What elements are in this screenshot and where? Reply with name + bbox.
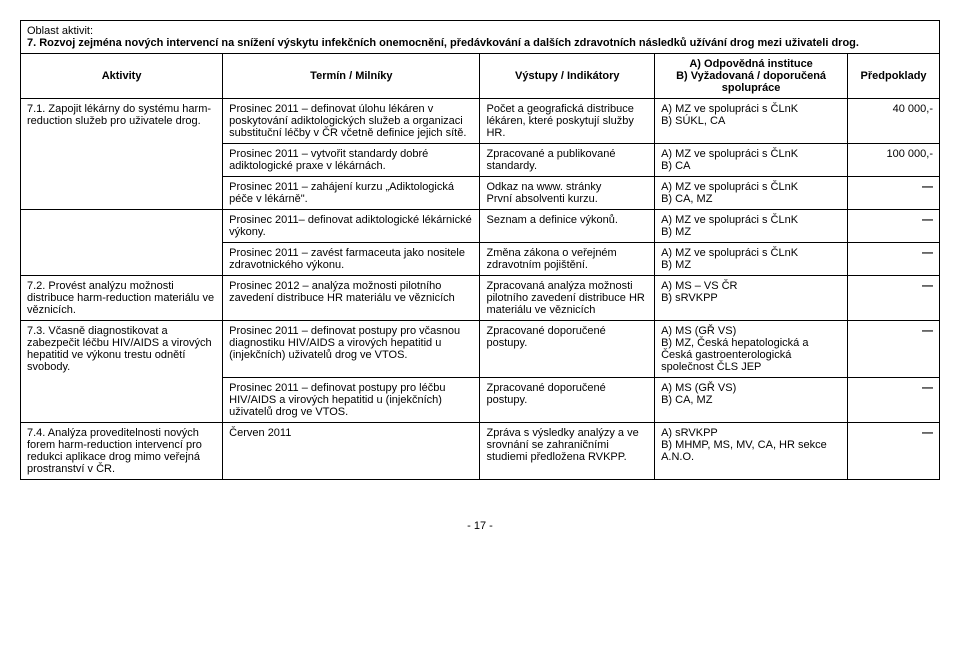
- header-vystupy: Výstupy / Indikátory: [480, 54, 655, 99]
- vystupy-cell: Zpráva s výsledky analýzy a ve srovnání …: [480, 423, 655, 480]
- title-row: Oblast aktivit: 7. Rozvoj zejména nových…: [21, 21, 940, 54]
- header-termin: Termín / Milníky: [223, 54, 480, 99]
- page: Oblast aktivit: 7. Rozvoj zejména nových…: [20, 20, 940, 532]
- odpoved-cell: A) MZ ve spolupráci s ČLnK B) MZ: [655, 243, 848, 276]
- predpoklady-cell: 100 000,-: [848, 144, 940, 177]
- termin-cell: Prosinec 2011 – definovat postupy pro vč…: [223, 321, 480, 378]
- vystupy-cell: Počet a geografická distribuce lékáren, …: [480, 99, 655, 144]
- vystupy-cell: Seznam a definice výkonů.: [480, 210, 655, 243]
- activity-cell: [21, 210, 223, 276]
- odpoved-cell: A) MS (GŘ VS) B) CA, MZ: [655, 378, 848, 423]
- page-number: - 17 -: [20, 520, 940, 532]
- termin-cell: Prosinec 2011 – definovat úlohu lékáren …: [223, 99, 480, 144]
- main-table: Oblast aktivit: 7. Rozvoj zejména nových…: [20, 20, 940, 480]
- termin-cell: Prosinec 2011 – zahájení kurzu „Adiktolo…: [223, 177, 480, 210]
- termin-cell: Prosinec 2011 – zavést farmaceuta jako n…: [223, 243, 480, 276]
- vystupy-cell: Zpracované doporučené postupy.: [480, 378, 655, 423]
- predpoklady-cell: 40 000,-: [848, 99, 940, 144]
- table-row: 7.1. Zapojit lékárny do systému harm-red…: [21, 99, 940, 144]
- header-odpoved-b: B) Vyžadovaná / doporučená spolupráce: [676, 70, 826, 94]
- termin-cell: Prosinec 2012 – analýza možnosti pilotní…: [223, 276, 480, 321]
- odpoved-cell: A) MS – VS ČR B) sRVKPP: [655, 276, 848, 321]
- vystupy-cell: Odkaz na www. stránky První absolventi k…: [480, 177, 655, 210]
- activity-cell: 7.4. Analýza proveditelnosti nových fore…: [21, 423, 223, 480]
- predpoklady-cell: —: [848, 177, 940, 210]
- header-odpoved-a: A) Odpovědná instituce: [689, 58, 812, 70]
- predpoklady-cell: —: [848, 321, 940, 378]
- header-row: Aktivity Termín / Milníky Výstupy / Indi…: [21, 54, 940, 99]
- vystupy-cell: Zpracovaná analýza možnosti pilotního za…: [480, 276, 655, 321]
- predpoklady-cell: —: [848, 276, 940, 321]
- area-label: Oblast aktivit:: [27, 25, 93, 37]
- termin-cell: Prosinec 2011 – vytvořit standardy dobré…: [223, 144, 480, 177]
- termin-cell: Prosinec 2011– definovat adiktologické l…: [223, 210, 480, 243]
- predpoklady-cell: —: [848, 423, 940, 480]
- table-row: 7.4. Analýza proveditelnosti nových fore…: [21, 423, 940, 480]
- termin-cell: Prosinec 2011 – definovat postupy pro lé…: [223, 378, 480, 423]
- odpoved-cell: A) MZ ve spolupráci s ČLnK B) CA: [655, 144, 848, 177]
- odpoved-cell: A) MZ ve spolupráci s ČLnK B) CA, MZ: [655, 177, 848, 210]
- area-title-cell: Oblast aktivit: 7. Rozvoj zejména nových…: [21, 21, 940, 54]
- area-title: 7. Rozvoj zejména nových intervencí na s…: [27, 37, 859, 49]
- header-predpoklady: Předpoklady: [848, 54, 940, 99]
- activity-cell: 7.2. Provést analýzu možnosti distribuce…: [21, 276, 223, 321]
- odpoved-cell: A) MS (GŘ VS) B) MZ, Česká hepatologická…: [655, 321, 848, 378]
- vystupy-cell: Změna zákona o veřejném zdravotním pojiš…: [480, 243, 655, 276]
- table-row: 7.3. Včasně diagnostikovat a zabezpečit …: [21, 321, 940, 378]
- predpoklady-cell: —: [848, 243, 940, 276]
- header-odpoved: A) Odpovědná instituce B) Vyžadovaná / d…: [655, 54, 848, 99]
- table-row: 7.2. Provést analýzu možnosti distribuce…: [21, 276, 940, 321]
- vystupy-cell: Zpracované doporučené postupy.: [480, 321, 655, 378]
- vystupy-cell: Zpracované a publikované standardy.: [480, 144, 655, 177]
- header-aktivity: Aktivity: [21, 54, 223, 99]
- predpoklady-cell: —: [848, 210, 940, 243]
- odpoved-cell: A) MZ ve spolupráci s ČLnK B) MZ: [655, 210, 848, 243]
- termin-cell: Červen 2011: [223, 423, 480, 480]
- activity-cell: 7.1. Zapojit lékárny do systému harm-red…: [21, 99, 223, 210]
- predpoklady-cell: —: [848, 378, 940, 423]
- odpoved-cell: A) MZ ve spolupráci s ČLnK B) SÚKL, CA: [655, 99, 848, 144]
- odpoved-cell: A) sRVKPP B) MHMP, MS, MV, CA, HR sekce …: [655, 423, 848, 480]
- table-row: Prosinec 2011– definovat adiktologické l…: [21, 210, 940, 243]
- activity-cell: 7.3. Včasně diagnostikovat a zabezpečit …: [21, 321, 223, 423]
